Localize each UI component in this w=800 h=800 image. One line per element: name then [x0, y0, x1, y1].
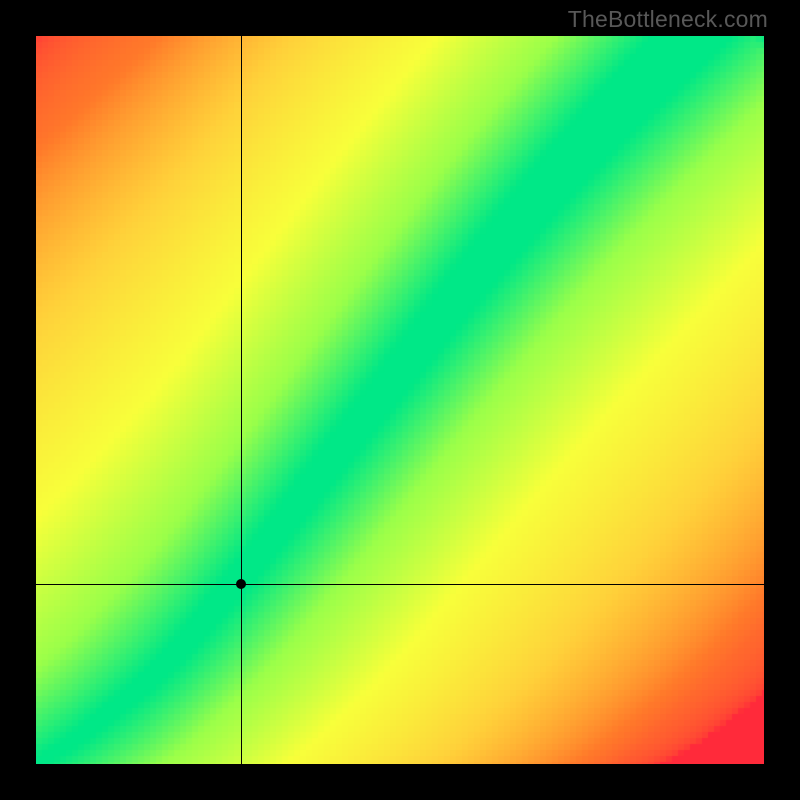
crosshair-vertical	[241, 36, 242, 764]
selected-point	[236, 579, 246, 589]
heatmap-canvas	[36, 36, 764, 764]
crosshair-horizontal	[36, 584, 764, 585]
watermark-text: TheBottleneck.com	[568, 6, 768, 33]
heatmap-plot	[36, 36, 764, 764]
